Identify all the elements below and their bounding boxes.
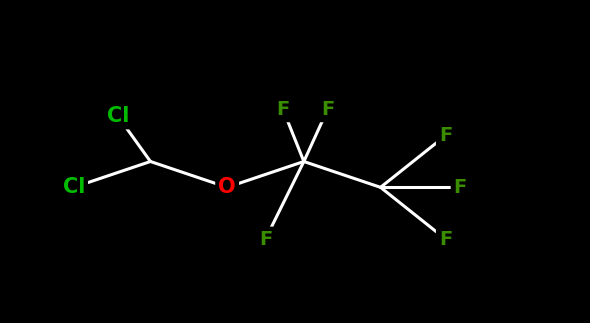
- Text: F: F: [321, 100, 334, 119]
- Text: F: F: [454, 178, 467, 197]
- Text: Cl: Cl: [63, 177, 85, 197]
- Text: F: F: [277, 100, 290, 119]
- Text: F: F: [439, 230, 452, 248]
- Text: O: O: [218, 177, 236, 197]
- Text: F: F: [439, 126, 452, 145]
- Text: Cl: Cl: [107, 106, 129, 126]
- Text: F: F: [259, 230, 272, 248]
